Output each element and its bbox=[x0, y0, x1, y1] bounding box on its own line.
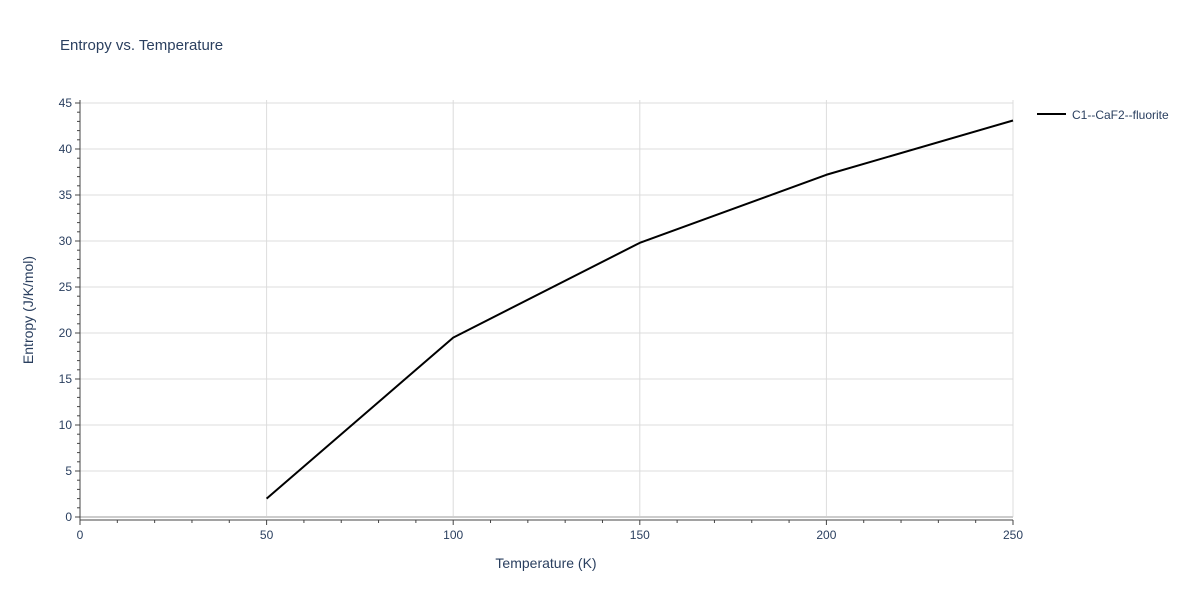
x-tick-label: 200 bbox=[816, 528, 836, 542]
x-tick-label: 0 bbox=[77, 528, 84, 542]
y-tick-label: 0 bbox=[65, 510, 72, 524]
x-tick-label: 50 bbox=[260, 528, 274, 542]
x-tick-label: 150 bbox=[630, 528, 650, 542]
axes-layer: 0 5 10 15 20 25 30 35 40 45 0 50 100 150 200 250 bbox=[59, 96, 1024, 542]
y-tick-label: 30 bbox=[59, 234, 73, 248]
chart-title: Entropy vs. Temperature bbox=[60, 37, 223, 54]
y-tick-label: 5 bbox=[65, 464, 72, 478]
y-tick-label: 25 bbox=[59, 280, 73, 294]
x-tick-label: 100 bbox=[443, 528, 463, 542]
grid-layer bbox=[80, 100, 1014, 518]
legend[interactable]: C1--CaF2--fluorite bbox=[1037, 108, 1169, 122]
series-layer bbox=[265, 119, 1014, 500]
y-tick-label: 15 bbox=[59, 372, 73, 386]
x-axis-title: Temperature (K) bbox=[495, 555, 596, 571]
y-axis-title: Entropy (J/K/mol) bbox=[20, 256, 36, 364]
y-tick-label: 45 bbox=[59, 96, 73, 110]
y-tick-label: 40 bbox=[59, 142, 73, 156]
y-tick-label: 10 bbox=[59, 418, 73, 432]
y-tick-label: 35 bbox=[59, 188, 73, 202]
series-line[interactable] bbox=[265, 119, 1014, 500]
y-tick-label: 20 bbox=[59, 326, 73, 340]
x-tick-label: 250 bbox=[1003, 528, 1023, 542]
legend-label: C1--CaF2--fluorite bbox=[1072, 108, 1169, 122]
